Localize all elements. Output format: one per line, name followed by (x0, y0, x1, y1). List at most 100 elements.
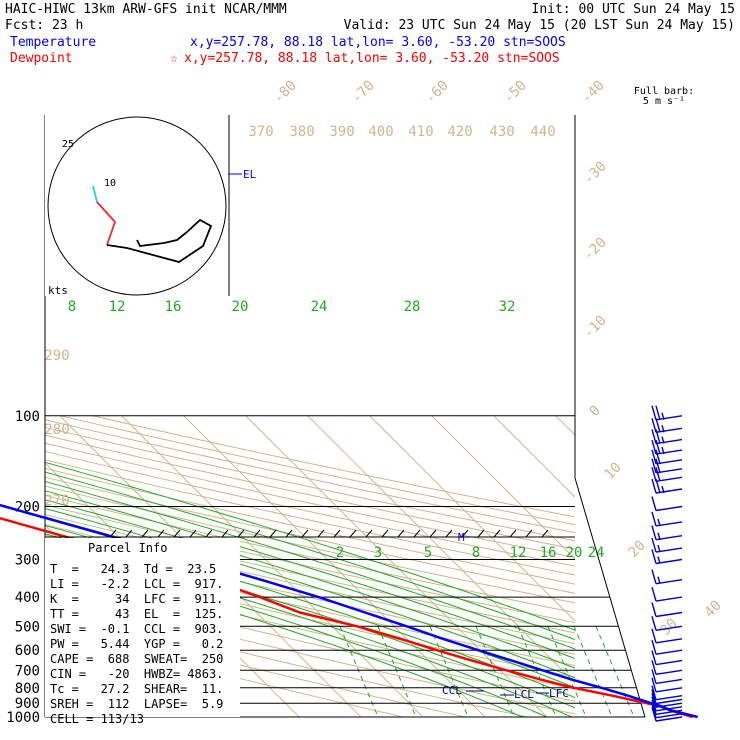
isotherm-label--80: -80 (271, 78, 300, 107)
theta-label-380: 380 (289, 124, 314, 140)
plot-slant-border (574, 477, 646, 718)
wind-barb (651, 660, 683, 675)
freezing-level-marks (109, 529, 549, 538)
pressure-label-400: 400 (15, 590, 40, 606)
theta-e-label-8: 8 (68, 299, 76, 315)
theta-label-440: 440 (530, 124, 555, 140)
parcel-info-row: CAPE = 688 SWEAT= 250 (50, 652, 223, 666)
hodograph-ring-25: 25 (62, 139, 74, 150)
temperature-profile (0, 503, 699, 719)
wind-barb (651, 650, 683, 666)
mixing-ratio-label-8: 8 (472, 545, 480, 561)
star-icon: ☆ (170, 51, 178, 66)
parcel-info-row: LI = -2.2 LCL = 917. (50, 577, 223, 591)
isotherm-label--10: -10 (581, 313, 610, 342)
theta-label-270: 270 (44, 493, 69, 509)
wind-barbs (651, 405, 683, 722)
theta-e-label-32: 32 (499, 299, 516, 315)
wind-barb (651, 689, 683, 705)
hodograph: kts 25 10 (45, 115, 230, 297)
barb-legend-line2: 5 m s⁻¹ (643, 96, 685, 107)
isotherm-label--40: -40 (579, 78, 608, 107)
wind-barb (651, 703, 683, 719)
parcel-info-row: TT = 43 EL = 125. (50, 607, 223, 621)
parcel-info-row: CIN = -20 HWBZ= 4863. (50, 667, 223, 681)
parcel-info-row: Tc = 27.2 SHEAR= 11. (50, 682, 223, 696)
wind-barb (651, 685, 683, 701)
theta-label-430: 430 (489, 124, 514, 140)
pressure-label-600: 600 (15, 643, 40, 659)
dewpoint-legend: Dewpoint (10, 51, 73, 66)
theta-label-290: 290 (44, 348, 69, 364)
dewpoint-profile (0, 516, 694, 719)
wind-barb (651, 549, 683, 565)
theta-e-label-24: 24 (311, 299, 328, 315)
wind-barb (651, 496, 683, 512)
parcel-info-row: CELL = 113/13 (50, 712, 144, 726)
model-title: HAIC-HIWC 13km ARW-GFS init NCAR/MMM (5, 2, 287, 17)
mixing-ratio-label-12: 12 (510, 545, 527, 561)
pressure-label-300: 300 (15, 553, 40, 569)
dewpoint-location: x,y=257.78, 88.18 lat,lon= 3.60, -53.20 … (184, 51, 560, 66)
theta-label-280: 280 (44, 422, 69, 438)
wind-barb (651, 616, 683, 631)
isotherm-label--20: -20 (581, 235, 610, 264)
isotherm-label-0: 0 (587, 403, 604, 420)
mixing-ratio-label-16: 16 (540, 545, 557, 561)
parcel-info-row: SREH = 112 LAPSE= 5.9 (50, 697, 223, 711)
isotherm-label--60: -60 (423, 78, 452, 107)
isotherm-label-20: 20 (626, 538, 649, 561)
parcel-info-title: Parcel Info (88, 541, 167, 555)
isotherm-label--30: -30 (581, 159, 610, 188)
lfc-marker: LFC (549, 687, 569, 700)
ccl-marker: CCL (442, 684, 462, 697)
wind-barb (651, 418, 683, 433)
barb-legend-line1: Full barb: (634, 86, 694, 97)
wind-barb (651, 525, 683, 541)
hodograph-kts-label: kts (48, 284, 68, 297)
wind-barb (651, 449, 683, 465)
init-time: Init: 00 UTC Sun 24 May 15 (532, 2, 736, 17)
wind-barb (651, 669, 683, 685)
theta-label-370: 370 (248, 124, 273, 140)
hodograph-ring-10: 10 (104, 178, 116, 189)
pressure-label-1000: 1000 (6, 710, 40, 726)
pressure-label-700: 700 (15, 663, 40, 679)
pressure-label-500: 500 (15, 619, 40, 635)
wind-barb (651, 458, 683, 474)
isotherm-label-10: 10 (602, 460, 625, 483)
mixing-ratio-label-5: 5 (424, 545, 432, 561)
mixing-ratio-label-3: 3 (374, 545, 382, 561)
lcl-marker: LCL (514, 688, 534, 701)
parcel-info-row: T = 24.3 Td = 23.5 (50, 562, 216, 576)
theta-label-410: 410 (408, 124, 433, 140)
wind-barb (651, 467, 683, 482)
wind-barb (651, 700, 683, 715)
parcel-info-panel: Parcel Info T = 24.3 Td = 23.5LI = -2.2 … (45, 536, 575, 726)
isotherm-label--70: -70 (349, 78, 378, 107)
pressure-label-800: 800 (15, 681, 40, 697)
mixing-ratio-label-24: 24 (588, 545, 605, 561)
isotherm-label-40: 40 (702, 598, 725, 621)
theta-e-label-20: 20 (232, 299, 249, 315)
temperature-location: x,y=257.78, 88.18 lat,lon= 3.60, -53.20 … (190, 35, 566, 50)
isotherm-label--50: -50 (501, 78, 530, 107)
wind-barb (651, 511, 683, 527)
theta-label-390: 390 (329, 124, 354, 140)
wind-barb (651, 586, 683, 602)
wind-barb (651, 537, 683, 553)
mixing-ratio-label-20: 20 (566, 545, 583, 561)
forecast-hour: Fcst: 23 h (5, 18, 83, 33)
wind-barb (651, 628, 683, 644)
theta-e-label-16: 16 (165, 299, 182, 315)
theta-e-label-28: 28 (404, 299, 421, 315)
wind-barb (651, 640, 683, 655)
wind-barb (651, 405, 683, 421)
el-marker: EL (243, 168, 257, 181)
parcel-info-row: PW = 5.44 YGP = 0.2 (50, 637, 223, 651)
parcel-info-row: SWI = -0.1 CCL = 903. (50, 622, 223, 636)
wind-barb (651, 706, 683, 722)
wind-barb (651, 569, 683, 585)
temperature-legend: Temperature (10, 35, 96, 50)
